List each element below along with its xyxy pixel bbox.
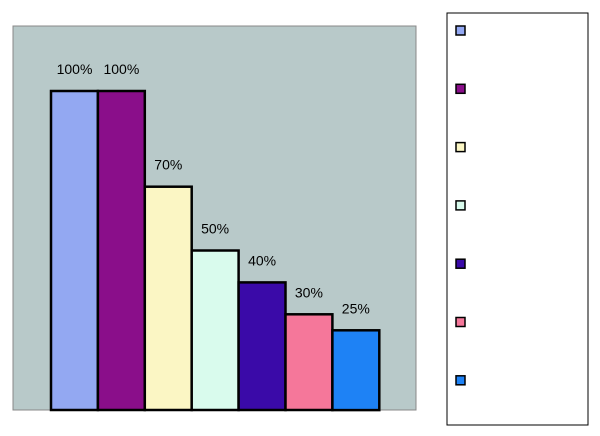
- data-label-3: 70%: [154, 157, 182, 173]
- legend-swatch-4: [455, 200, 466, 211]
- legend-swatch-3: [455, 141, 466, 153]
- bar-5: [237, 281, 287, 412]
- legend-box: [446, 12, 589, 426]
- legend-swatch-7: [455, 375, 466, 386]
- bar-1: [49, 89, 100, 412]
- legend-swatch-1: [455, 25, 466, 36]
- bar-2: [96, 89, 147, 412]
- bar-3: [143, 185, 193, 412]
- data-labels: 100% 100% 70% 50% 40% 30% 25%: [57, 61, 370, 316]
- data-label-7: 25%: [342, 300, 370, 316]
- legend-swatch-5: [455, 258, 466, 269]
- data-label-6: 30%: [295, 284, 323, 300]
- bar-6: [284, 313, 334, 412]
- bars: [49, 89, 381, 412]
- legend-swatch-6: [455, 316, 466, 328]
- bar-7: [331, 329, 381, 412]
- data-label-2: 100%: [103, 61, 139, 77]
- data-label-4: 50%: [201, 221, 229, 237]
- bar-4: [190, 249, 240, 412]
- data-label-1: 100%: [57, 61, 93, 77]
- data-label-5: 40%: [248, 252, 276, 268]
- legend: [455, 25, 466, 386]
- legend-swatch-2: [455, 83, 466, 95]
